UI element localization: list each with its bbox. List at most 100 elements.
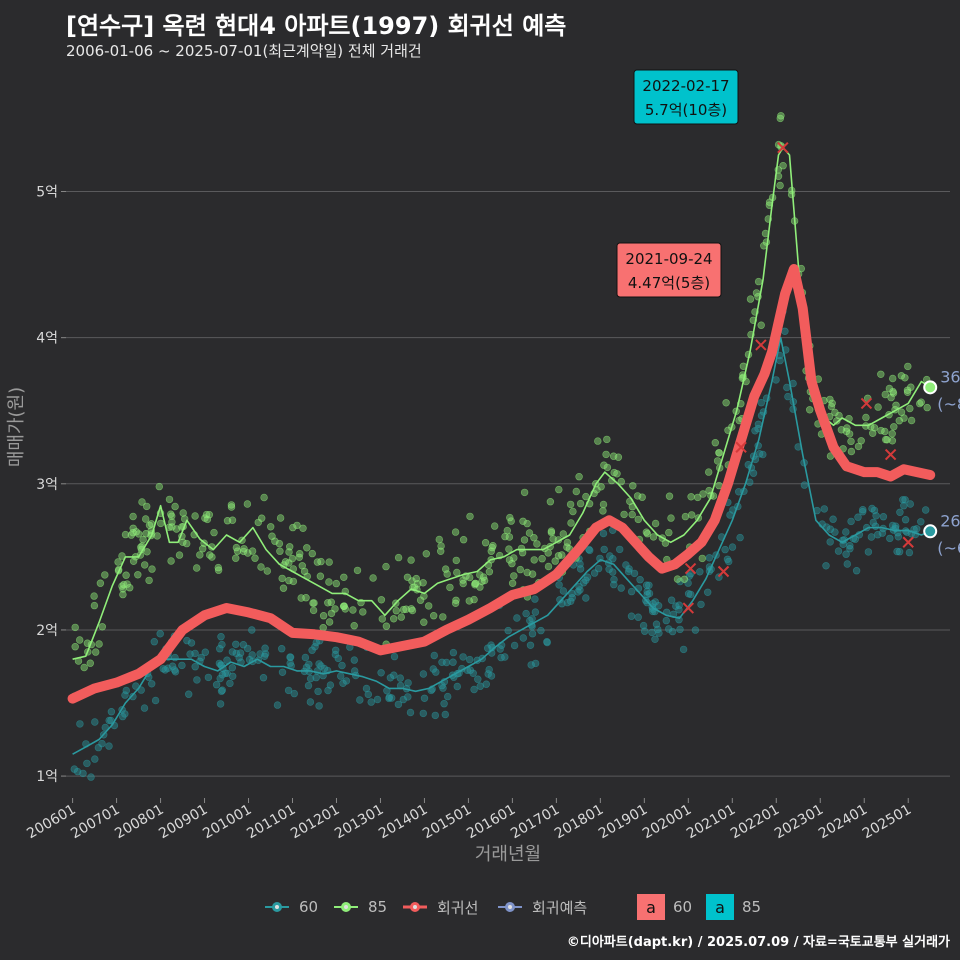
scatter-point-60 [216, 700, 225, 708]
scatter-point-85 [175, 551, 184, 559]
scatter-point-85 [907, 416, 916, 425]
scatter-point-85 [392, 606, 400, 615]
scatter-point-60 [94, 743, 103, 752]
scatter-point-85 [407, 556, 415, 564]
outlier-mark [860, 397, 873, 410]
scatter-point-60 [301, 653, 310, 662]
scatter-point-60 [419, 670, 428, 678]
scatter-point-85 [572, 487, 580, 496]
scatter-point-85 [887, 393, 895, 402]
scatter-point-85 [349, 606, 357, 614]
scatter-point-85 [75, 636, 84, 644]
scatter-point-85 [828, 399, 836, 407]
scatter-point-85 [713, 457, 722, 465]
scatter-point-85 [205, 511, 214, 519]
scatter-point-60 [83, 759, 91, 768]
outlier-cross [684, 562, 697, 575]
scatter-point-60 [76, 720, 84, 728]
scatter-point-60 [161, 666, 169, 674]
x-tick-label: 201101 [244, 802, 298, 843]
scatter-point-60 [776, 356, 784, 365]
scatter-point-60 [829, 515, 837, 523]
scatter-point-85 [847, 447, 856, 456]
chart-title: [연수구] 옥련 현대4 아파트(1997) 회귀선 예측 [66, 12, 567, 40]
scatter-point-60 [869, 518, 877, 527]
scatter-point-60 [385, 693, 393, 701]
scatter-point-85 [698, 554, 706, 563]
scatter-point-60 [315, 702, 323, 710]
scatter-point-85 [489, 541, 497, 550]
scatter-point-60 [579, 579, 588, 587]
scatter-point-60 [772, 376, 780, 384]
legend-label-item-60: a 60 [637, 894, 692, 920]
scatter-point-60 [449, 648, 458, 657]
scatter-point-60 [537, 626, 545, 635]
scatter-point-85 [310, 599, 318, 607]
scatter-point-85 [153, 532, 161, 540]
scatter-point-85 [558, 551, 566, 559]
chart-subtitle: 2006-01-06 ~ 2025-07-01(최근계약일) 전체 거래건 [66, 42, 422, 60]
scatter-point-60 [858, 508, 867, 516]
scatter-point-60 [917, 518, 925, 526]
scatter-point-85 [233, 547, 242, 555]
scatter-point-85 [519, 517, 527, 525]
scatter-point-85 [501, 532, 509, 541]
scatter-point-60 [749, 469, 758, 477]
scatter-point-60 [510, 641, 519, 650]
scatter-point-85 [408, 606, 417, 615]
scatter-point-85 [369, 574, 377, 582]
scatter-point-60 [873, 530, 882, 539]
outlier-mark [684, 562, 697, 575]
x-tick-label: 200701 [68, 802, 122, 843]
scatter-point-60 [148, 680, 156, 688]
scatter-point-60 [178, 661, 186, 670]
scatter-point-60 [217, 687, 226, 695]
scatter-point-60 [377, 669, 385, 677]
outlier-cross [755, 339, 767, 351]
legend-key-forecast-icon [498, 902, 522, 912]
scatter-point-85 [416, 596, 425, 604]
scatter-point-85 [260, 493, 268, 502]
scatter-point-60 [655, 629, 663, 637]
scatter-point-60 [440, 699, 448, 708]
scatter-point-85 [651, 519, 660, 528]
scatter-point-85 [129, 512, 137, 521]
scatter-point-60 [232, 649, 241, 658]
scatter-point-60 [642, 581, 651, 589]
scatter-point-60 [879, 512, 888, 521]
scatter-point-85 [276, 514, 285, 522]
scatter-point-60 [599, 529, 608, 538]
outlier-mark [717, 565, 730, 578]
scatter-point-85 [603, 463, 612, 472]
scatter-point-60 [519, 634, 527, 642]
scatter-point-85 [206, 551, 214, 559]
scatter-point-60 [228, 664, 237, 672]
x-tick-label: 202201 [728, 802, 782, 843]
scatter-point-60 [651, 635, 659, 643]
x-axis-label: 거래년월 [475, 844, 541, 865]
scatter-point-85 [101, 571, 109, 579]
x-tick-label: 202401 [816, 802, 870, 843]
scatter-point-60 [326, 681, 335, 689]
scatter-point-85 [114, 558, 122, 566]
scatter-point-60 [430, 651, 438, 660]
scatter-point-60 [444, 692, 452, 701]
scatter-point-60 [404, 693, 412, 701]
scatter-point-85 [600, 461, 608, 469]
scatter-point-85 [915, 399, 924, 408]
scatter-point-85 [134, 571, 142, 579]
end-value-60: 26,750 [940, 511, 960, 530]
scatter-point-85 [779, 162, 787, 170]
y-tick-label: 5억 [36, 185, 58, 201]
scatter-point-85 [143, 502, 151, 511]
x-tick-label: 202101 [684, 802, 738, 843]
x-tick-label: 200901 [156, 802, 210, 843]
scatter-point-85 [142, 529, 150, 538]
scatter-point-60 [590, 569, 599, 577]
scatter-point-85 [559, 530, 567, 538]
scatter-point-60 [367, 698, 375, 706]
scatter-point-85 [419, 579, 427, 587]
price-chart: 36,600 (~85㎡) 26,750 (~60㎡) 2022-02-17 5.7억(1… [6, 69, 960, 865]
scatter-point-60 [338, 661, 346, 670]
scatter-point-60 [697, 600, 705, 609]
